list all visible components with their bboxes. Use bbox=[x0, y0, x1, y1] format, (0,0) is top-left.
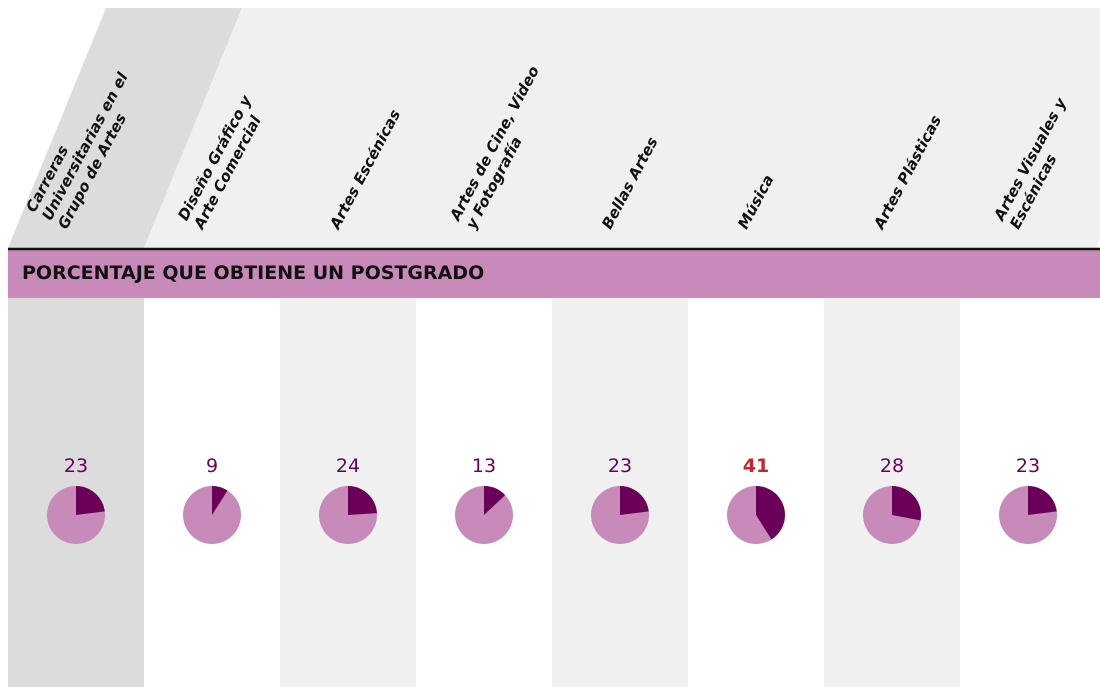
value-label: 23 bbox=[608, 455, 632, 477]
header-band bbox=[960, 8, 1100, 248]
header-band bbox=[8, 8, 242, 248]
band-title: PORCENTAJE QUE OBTIENE UN POSTGRADO bbox=[22, 262, 485, 284]
pie-slice bbox=[1028, 486, 1057, 515]
header-band bbox=[824, 8, 1058, 248]
value-label: 13 bbox=[472, 455, 496, 477]
value-label: 41 bbox=[743, 455, 769, 477]
pie-slice bbox=[892, 486, 922, 521]
pie-slice bbox=[484, 486, 506, 515]
header-band bbox=[144, 8, 378, 248]
header-band bbox=[280, 8, 514, 248]
pie-slice bbox=[620, 486, 649, 515]
pie-slice bbox=[348, 486, 377, 515]
value-label: 9 bbox=[206, 455, 218, 477]
pie-slice bbox=[212, 486, 228, 515]
value-label: 23 bbox=[1016, 455, 1040, 477]
value-label: 24 bbox=[336, 455, 360, 477]
value-label: 28 bbox=[880, 455, 904, 477]
pie-slice bbox=[756, 486, 785, 540]
value-label: 23 bbox=[64, 455, 88, 477]
pie-slice bbox=[76, 486, 105, 515]
title-band bbox=[8, 250, 1100, 298]
header-band bbox=[416, 8, 650, 248]
header-band bbox=[688, 8, 922, 248]
header-band bbox=[552, 8, 786, 248]
